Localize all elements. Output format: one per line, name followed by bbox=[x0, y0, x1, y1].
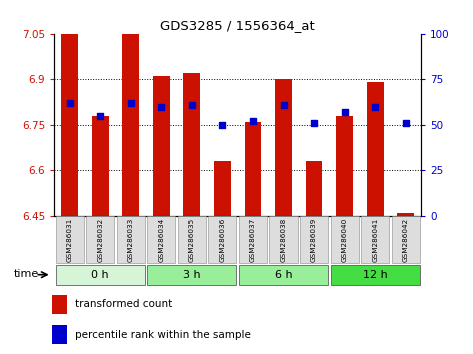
FancyBboxPatch shape bbox=[331, 264, 420, 285]
Bar bbox=[53, 295, 68, 314]
FancyBboxPatch shape bbox=[147, 264, 236, 285]
Title: GDS3285 / 1556364_at: GDS3285 / 1556364_at bbox=[160, 19, 315, 33]
Bar bbox=[336, 116, 353, 216]
FancyBboxPatch shape bbox=[392, 216, 420, 263]
Text: percentile rank within the sample: percentile rank within the sample bbox=[75, 330, 251, 340]
FancyBboxPatch shape bbox=[56, 216, 84, 263]
FancyBboxPatch shape bbox=[208, 216, 236, 263]
FancyBboxPatch shape bbox=[147, 216, 175, 263]
Text: GSM286032: GSM286032 bbox=[97, 218, 103, 262]
Bar bbox=[275, 79, 292, 216]
FancyBboxPatch shape bbox=[178, 216, 206, 263]
FancyBboxPatch shape bbox=[86, 216, 114, 263]
Text: GSM286035: GSM286035 bbox=[189, 218, 195, 262]
FancyBboxPatch shape bbox=[361, 216, 389, 263]
Bar bbox=[306, 161, 323, 216]
Text: GSM286034: GSM286034 bbox=[158, 218, 164, 262]
Text: 0 h: 0 h bbox=[91, 270, 109, 280]
Text: 3 h: 3 h bbox=[183, 270, 201, 280]
FancyBboxPatch shape bbox=[56, 264, 145, 285]
Point bbox=[158, 104, 165, 109]
Point bbox=[219, 122, 226, 128]
Bar bbox=[153, 76, 170, 216]
FancyBboxPatch shape bbox=[300, 216, 328, 263]
FancyBboxPatch shape bbox=[239, 216, 267, 263]
Bar bbox=[367, 82, 384, 216]
Bar bbox=[184, 73, 200, 216]
Text: GSM286041: GSM286041 bbox=[372, 218, 378, 262]
Text: GSM286039: GSM286039 bbox=[311, 218, 317, 262]
Point bbox=[341, 109, 349, 115]
FancyBboxPatch shape bbox=[239, 264, 328, 285]
FancyBboxPatch shape bbox=[117, 216, 145, 263]
Bar bbox=[245, 122, 262, 216]
Bar bbox=[214, 161, 231, 216]
Bar bbox=[397, 213, 414, 216]
Text: GSM286036: GSM286036 bbox=[219, 218, 226, 262]
Point bbox=[96, 113, 104, 119]
Point bbox=[127, 100, 134, 106]
Point bbox=[249, 118, 257, 124]
FancyBboxPatch shape bbox=[270, 216, 298, 263]
FancyBboxPatch shape bbox=[331, 216, 359, 263]
Text: GSM286037: GSM286037 bbox=[250, 218, 256, 262]
Text: GSM286031: GSM286031 bbox=[67, 218, 73, 262]
Text: GSM286042: GSM286042 bbox=[403, 218, 409, 262]
Point bbox=[66, 100, 73, 106]
Point bbox=[280, 102, 287, 108]
Point bbox=[188, 102, 196, 108]
Text: GSM286033: GSM286033 bbox=[128, 218, 134, 262]
Text: GSM286038: GSM286038 bbox=[280, 218, 287, 262]
Point bbox=[310, 120, 318, 126]
Text: time: time bbox=[14, 269, 39, 279]
Text: 6 h: 6 h bbox=[275, 270, 292, 280]
Bar bbox=[92, 116, 109, 216]
Point bbox=[402, 120, 410, 126]
Text: GSM286040: GSM286040 bbox=[342, 218, 348, 262]
Text: 12 h: 12 h bbox=[363, 270, 387, 280]
Point bbox=[371, 104, 379, 109]
Bar bbox=[53, 325, 68, 344]
Text: transformed count: transformed count bbox=[75, 299, 172, 309]
Bar bbox=[123, 34, 139, 216]
Bar bbox=[61, 34, 78, 216]
